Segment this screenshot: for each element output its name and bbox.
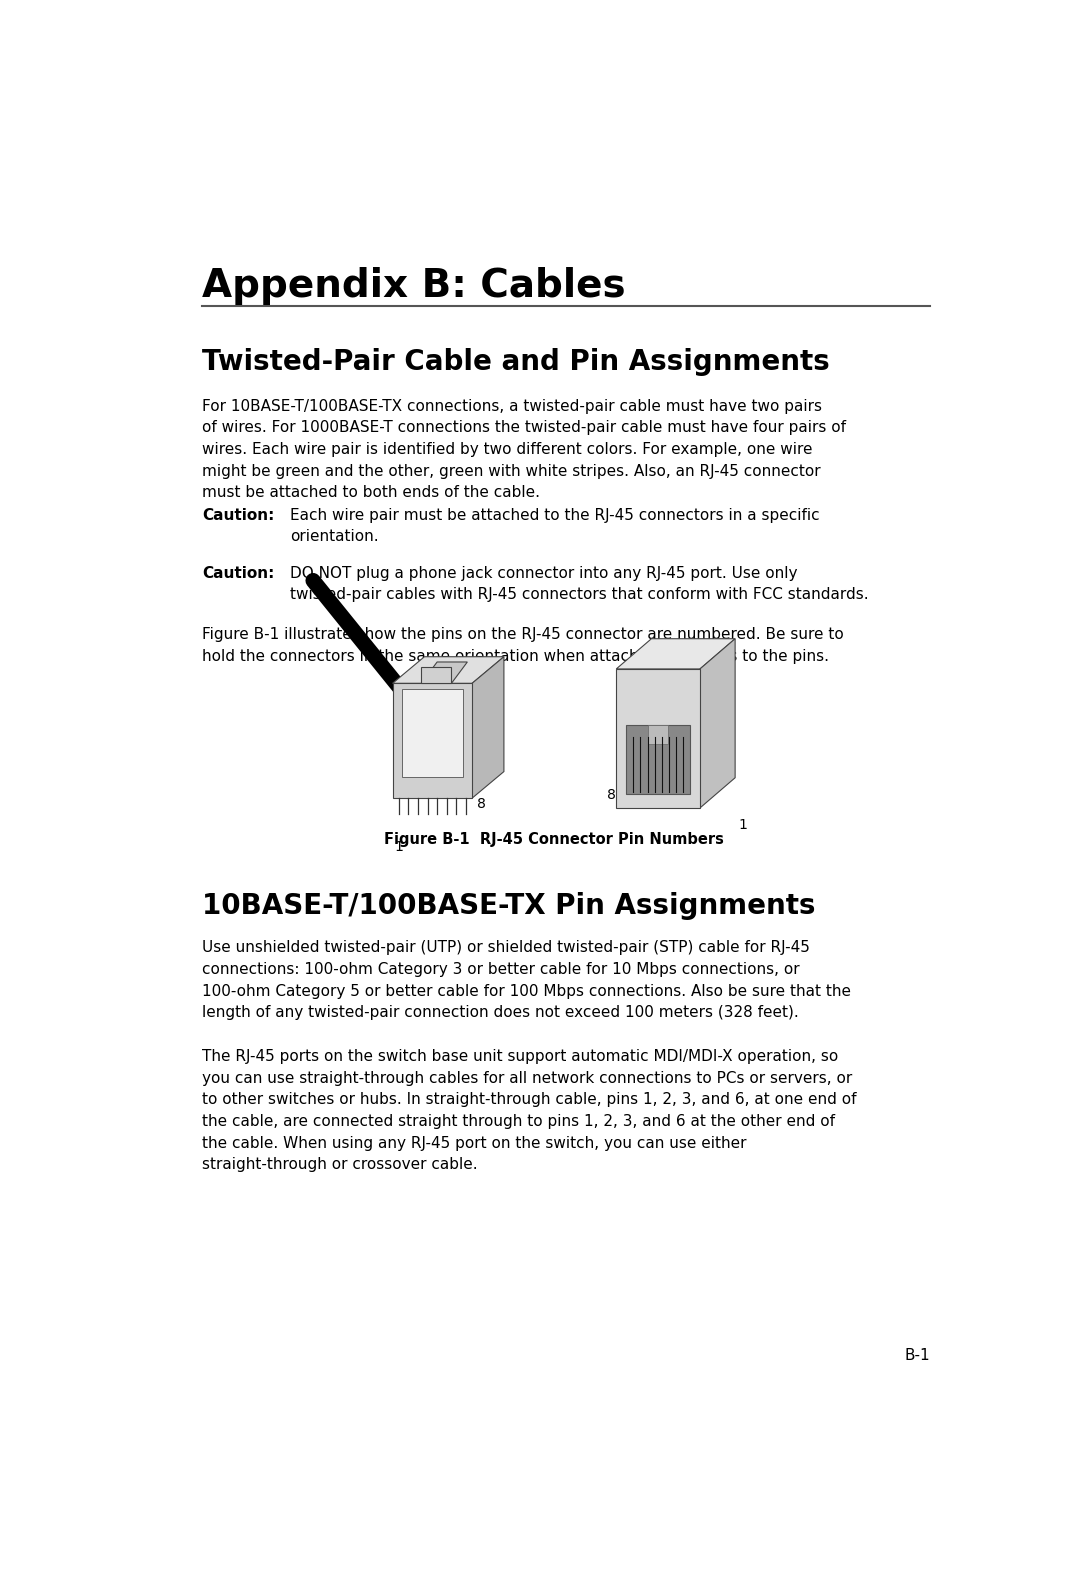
Polygon shape [421, 663, 468, 683]
Text: For 10BASE-T/100BASE-TX connections, a twisted-pair cable must have two pairs
of: For 10BASE-T/100BASE-TX connections, a t… [202, 399, 846, 501]
Text: Caution:: Caution: [202, 565, 274, 581]
Text: 1: 1 [739, 818, 747, 832]
Text: B-1: B-1 [905, 1349, 930, 1363]
Text: Twisted-Pair Cable and Pin Assignments: Twisted-Pair Cable and Pin Assignments [202, 349, 829, 375]
Polygon shape [617, 639, 735, 669]
Polygon shape [617, 669, 700, 809]
Text: The RJ-45 ports on the switch base unit support automatic MDI/MDI-X operation, s: The RJ-45 ports on the switch base unit … [202, 1049, 856, 1173]
Text: 1: 1 [394, 840, 404, 854]
Text: 8: 8 [477, 798, 486, 812]
Text: 8: 8 [607, 788, 617, 802]
Text: DO NOT plug a phone jack connector into any RJ-45 port. Use only
twisted-pair ca: DO NOT plug a phone jack connector into … [289, 565, 868, 603]
Text: Each wire pair must be attached to the RJ-45 connectors in a specific
orientatio: Each wire pair must be attached to the R… [289, 507, 820, 545]
Polygon shape [421, 667, 451, 683]
Polygon shape [700, 639, 735, 809]
Polygon shape [472, 656, 504, 798]
Text: Caution:: Caution: [202, 507, 274, 523]
Text: Figure B-1 illustrates how the pins on the RJ-45 connector are numbered. Be sure: Figure B-1 illustrates how the pins on t… [202, 628, 843, 664]
Polygon shape [402, 689, 462, 777]
Text: Appendix B: Cables: Appendix B: Cables [202, 267, 625, 305]
Text: Figure B-1  RJ-45 Connector Pin Numbers: Figure B-1 RJ-45 Connector Pin Numbers [383, 832, 724, 846]
Polygon shape [626, 724, 690, 794]
Polygon shape [393, 656, 504, 683]
Text: 10BASE-T/100BASE-TX Pin Assignments: 10BASE-T/100BASE-TX Pin Assignments [202, 892, 815, 920]
Text: Use unshielded twisted-pair (UTP) or shielded twisted-pair (STP) cable for RJ-45: Use unshielded twisted-pair (UTP) or shi… [202, 940, 851, 1020]
Polygon shape [393, 683, 472, 798]
Polygon shape [648, 724, 669, 744]
